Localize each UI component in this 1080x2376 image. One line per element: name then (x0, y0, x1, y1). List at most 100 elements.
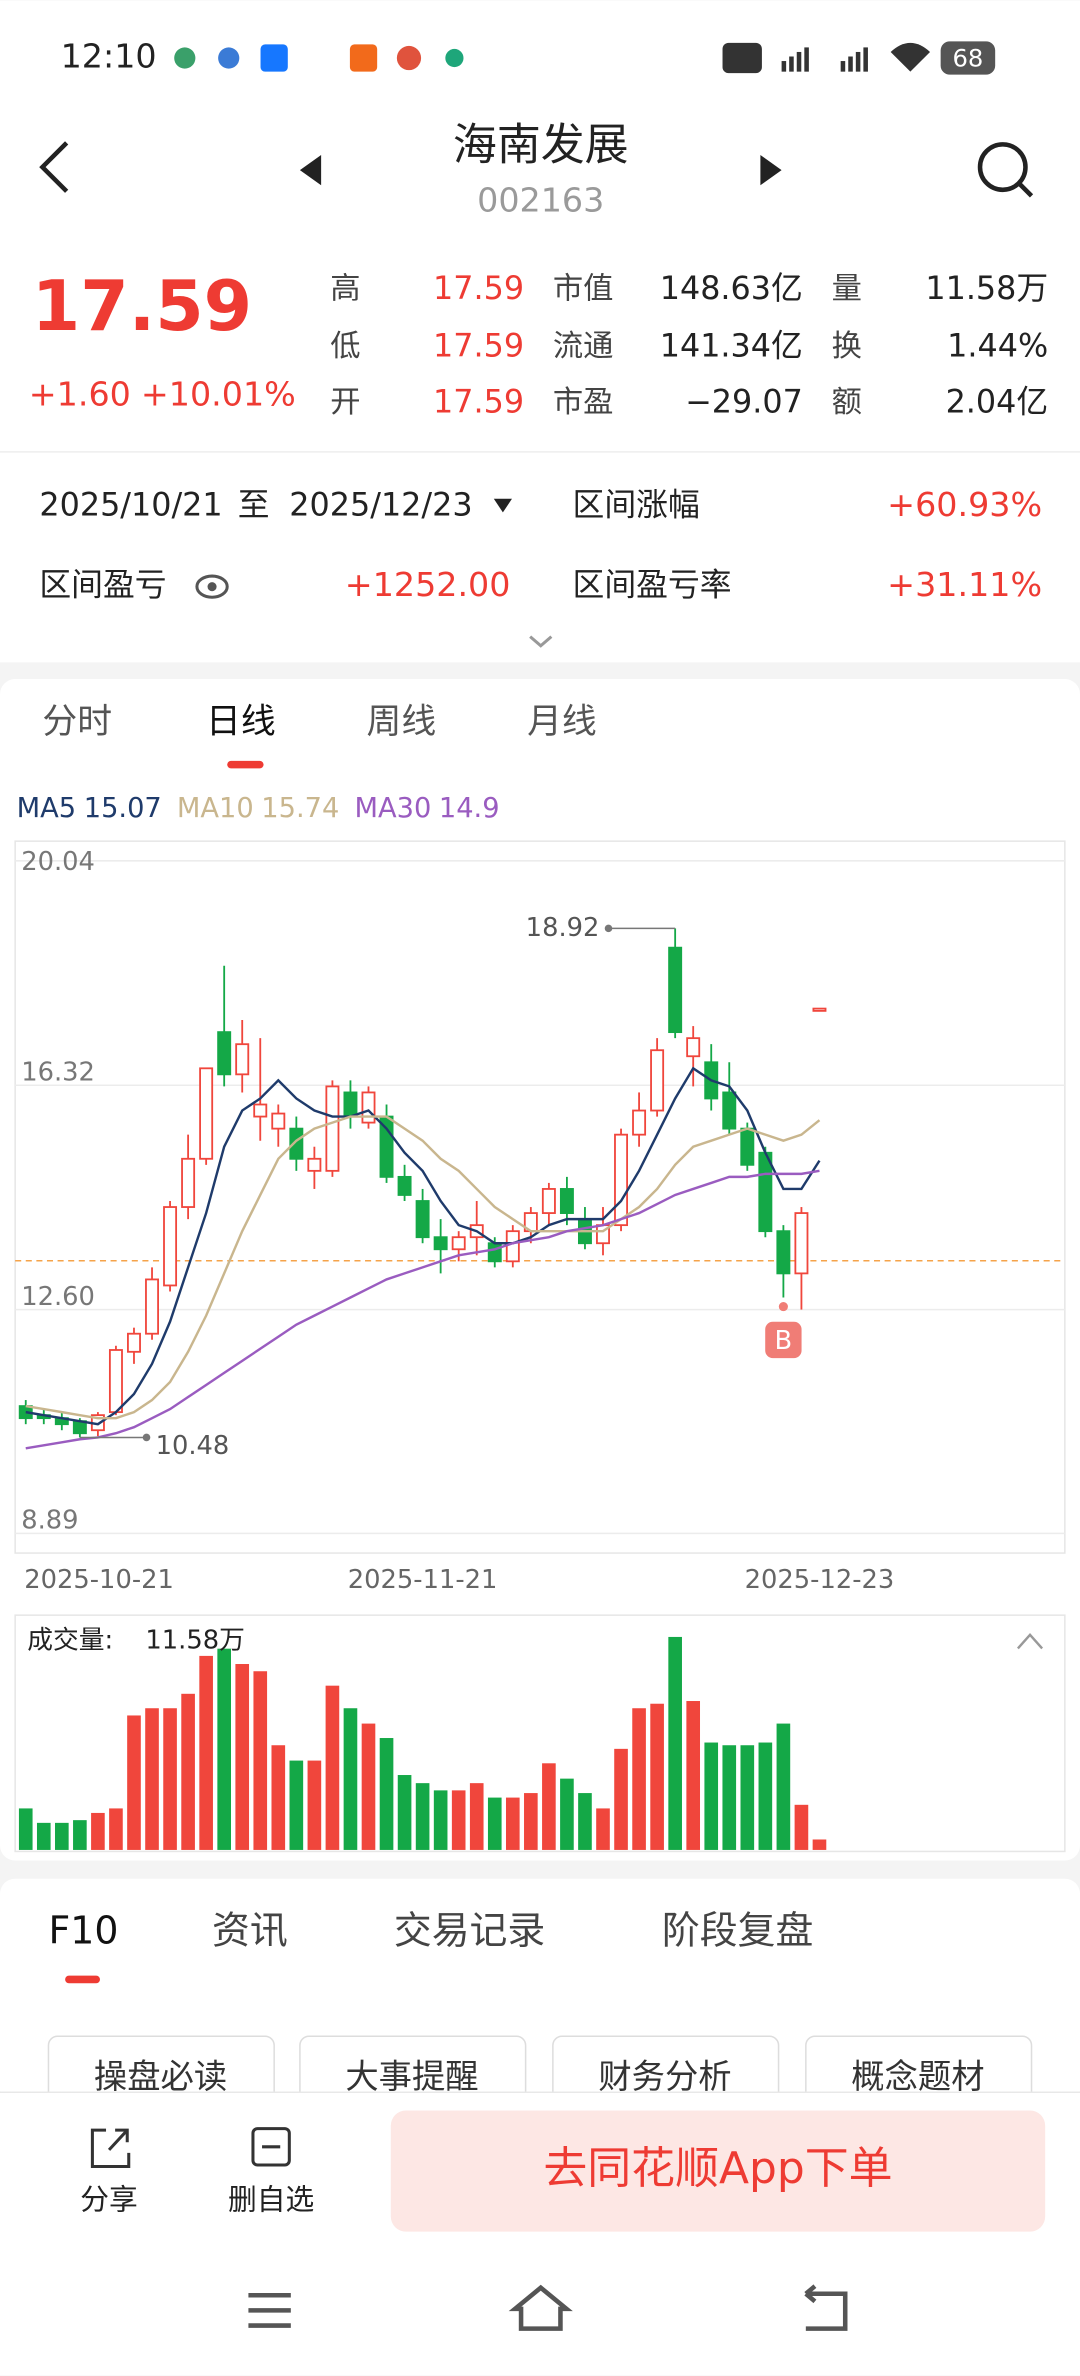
x-tick-label: 2025-12-23 (745, 1565, 895, 1595)
stat-label: 低 (330, 329, 360, 364)
remove-icon[interactable] (251, 2127, 291, 2167)
kline-chart: 8.89 12.60 16.32 20.04 2025-10-21 2025-11-21 2… (15, 793, 1065, 1850)
buy-badge (765, 1321, 802, 1359)
y-tick-label: 12.60 (21, 1282, 95, 1312)
period-tab[interactable]: 分时 (42, 702, 112, 742)
candle-body (217, 1031, 232, 1076)
stat-value: 17.59 (433, 383, 524, 420)
legend-value: 15.74 (261, 793, 339, 824)
nav-home[interactable] (508, 2284, 573, 2331)
info-tab[interactable]: 交易记录 (394, 1909, 545, 1953)
share-label[interactable]: 分享 (80, 2182, 138, 2216)
stats-grid: 高 17.59 市值 148.63亿量 11.58万低 17.59 流通 141.34亿换 1.… (330, 270, 1048, 421)
info-tab[interactable]: 阶段复盘 (662, 1909, 813, 1953)
y-tick-label: 20.04 (21, 847, 95, 877)
expand-chevron[interactable] (529, 635, 553, 648)
candle-body (199, 1067, 214, 1160)
order-button[interactable] (390, 2110, 1046, 2232)
volume-bar (325, 1685, 340, 1850)
volume-bar (487, 1797, 502, 1850)
collapse-volume[interactable] (1016, 1633, 1044, 1650)
buy-marker: B (775, 1326, 793, 1356)
f10-button-label[interactable]: 财务分析 (598, 2057, 731, 2096)
candle-body (740, 1127, 755, 1166)
stat-value: 2.04亿 (946, 383, 1049, 420)
volume-bar (433, 1790, 448, 1850)
status-time: 12:10 (61, 37, 157, 76)
stat-label: 额 (832, 385, 862, 420)
volume-bar (145, 1708, 159, 1850)
order-label[interactable]: 去同花顺App下单 (543, 2143, 892, 2194)
stat-value: 148.63亿 (660, 270, 803, 307)
period-tab[interactable]: 周线 (367, 702, 437, 742)
candle-body (722, 1091, 737, 1130)
candle-body (632, 1109, 647, 1136)
candle-body (776, 1230, 791, 1275)
volume-bar (343, 1708, 358, 1850)
x-tick-label: 2025-11-21 (348, 1565, 498, 1595)
range-start[interactable]: 2025/10/21 (39, 486, 222, 523)
high-label: 18.92 (526, 913, 600, 943)
f10-button-label[interactable]: 大事提醒 (345, 2057, 478, 2096)
stat-value: −29.07 (685, 383, 803, 420)
info-tab[interactable]: F10 (48, 1909, 118, 1953)
volume-bar (91, 1812, 105, 1850)
remove-label[interactable]: 删自选 (228, 2182, 314, 2216)
volume-bar (181, 1693, 195, 1850)
top-card (0, 0, 1080, 663)
volume-bar (289, 1760, 304, 1850)
tab-indicator (227, 760, 264, 769)
period-tab[interactable]: 日线 (206, 702, 276, 742)
volume-bar (253, 1671, 268, 1850)
range-end[interactable]: 2025/12/23 (289, 486, 472, 523)
y-tick-label: 8.89 (21, 1506, 78, 1536)
nav-menu[interactable] (248, 2292, 291, 2328)
candle-body (271, 1112, 286, 1130)
stat-label: 市盈 (553, 385, 614, 420)
range-gain-label: 区间涨幅 (573, 486, 700, 523)
stock-code: 002163 (477, 180, 604, 219)
candle-body (433, 1236, 448, 1251)
eye-icon[interactable] (195, 574, 229, 599)
candle-body (108, 1349, 123, 1414)
candle-body (235, 1043, 250, 1076)
stat-label: 高 (330, 271, 360, 306)
change-pct: +10.01% (141, 374, 296, 413)
candle-body (163, 1206, 178, 1287)
volume-bar (271, 1745, 286, 1850)
back-button[interactable] (39, 141, 69, 193)
legend-value: 14.9 (439, 793, 500, 824)
period-tab[interactable]: 月线 (527, 702, 597, 742)
range-dropdown[interactable] (493, 498, 512, 513)
stat-value: 1.44% (947, 327, 1048, 364)
candle-body (289, 1127, 304, 1160)
info-tab-indicator (65, 1975, 100, 1984)
volume-bar (722, 1745, 737, 1850)
volume-bar (668, 1636, 682, 1850)
candle-body (451, 1236, 466, 1251)
info-tab[interactable]: 资讯 (212, 1909, 288, 1953)
f10-button-label[interactable]: 概念题材 (851, 2057, 984, 2096)
stat-label: 量 (832, 271, 862, 306)
volume-bar (776, 1723, 791, 1850)
prev-stock[interactable] (299, 154, 322, 186)
search-button[interactable] (977, 142, 1034, 198)
candle-body (361, 1091, 376, 1124)
candle-body (253, 1103, 268, 1118)
status-icons (174, 44, 464, 72)
candle-body (397, 1175, 412, 1196)
f10-button-label[interactable]: 操盘必读 (94, 2057, 227, 2096)
volume-bar (73, 1820, 87, 1850)
x-tick-label: 2025-10-21 (24, 1565, 174, 1595)
candle-body (614, 1133, 629, 1227)
nav-back[interactable] (804, 2284, 848, 2331)
volume-bar (578, 1793, 592, 1850)
candle-body (505, 1230, 520, 1263)
share-icon[interactable] (90, 2128, 131, 2169)
volume-bar (596, 1808, 610, 1850)
chart-card (0, 679, 1080, 1861)
volume-bar (740, 1745, 755, 1850)
next-stock[interactable] (760, 154, 782, 186)
range-sep: 至 (238, 486, 270, 523)
